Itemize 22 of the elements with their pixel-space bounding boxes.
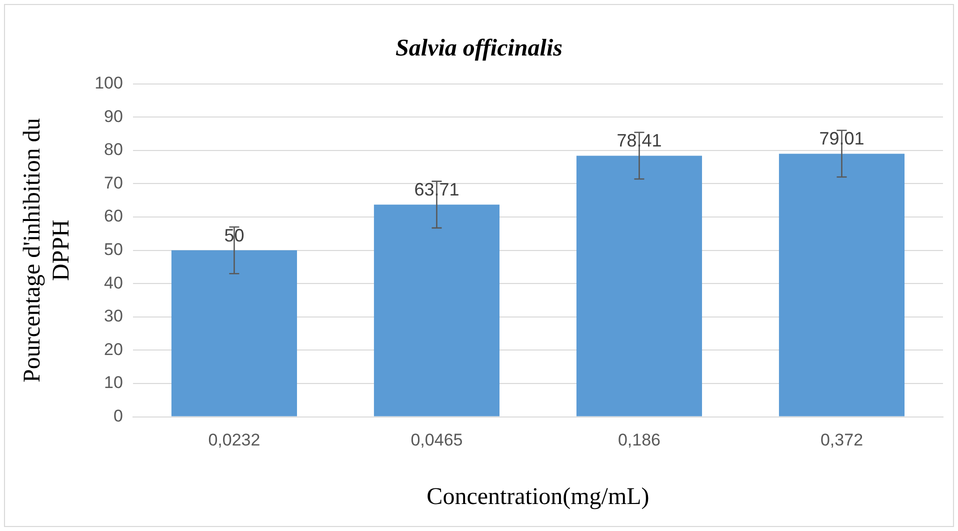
y-tick-label: 20 (104, 340, 123, 359)
y-tick-label: 70 (104, 173, 123, 192)
y-tick-label: 50 (104, 240, 123, 259)
y-tick-label: 90 (104, 106, 123, 126)
bar (576, 156, 702, 416)
y-tick-label: 60 (104, 206, 123, 226)
bar (778, 154, 905, 416)
x-tick-label: 0,372 (820, 430, 864, 450)
y-tick-label: 0 (113, 406, 123, 426)
y-axis-title: Pourcentage d'inhibition du DPPH (20, 118, 74, 382)
chart-title: Salvia officinalis (396, 36, 562, 62)
y-tick-label: 80 (104, 140, 123, 160)
x-tick-label: 0,0465 (410, 430, 463, 450)
x-axis-title: Concentration(mg/mL) (426, 484, 650, 510)
x-tick-label: 0,186 (618, 430, 661, 450)
bar (374, 204, 500, 416)
y-tick-label: 100 (94, 73, 123, 92)
y-tick-label: 30 (104, 306, 123, 326)
bar (171, 250, 297, 416)
y-tick-label: 10 (104, 373, 123, 392)
y-tick-label: 40 (104, 273, 123, 292)
x-tick-label: 0,0232 (208, 430, 260, 450)
